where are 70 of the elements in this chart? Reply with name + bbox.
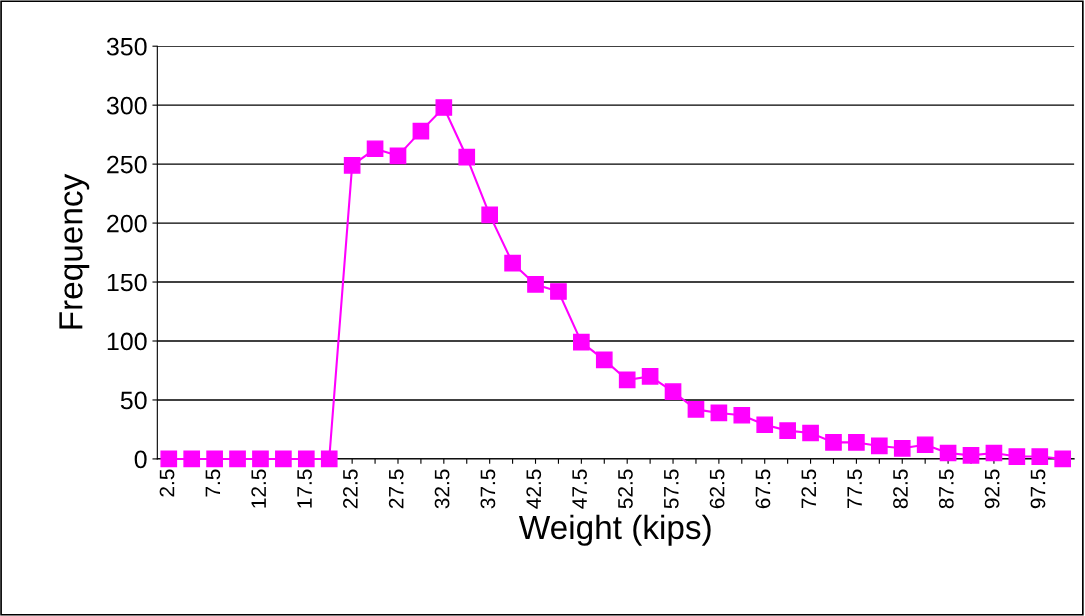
x-tick-label: 22.5 <box>342 469 358 509</box>
x-tick-label: 67.5 <box>755 469 771 509</box>
x-tick-label: 92.5 <box>984 469 1000 509</box>
x-tick-label: 77.5 <box>847 469 862 509</box>
point <box>206 450 223 468</box>
point <box>985 444 1003 462</box>
x-tick-label: 62.5 <box>709 469 725 509</box>
x-tick-label: 2.5 <box>159 469 175 497</box>
point <box>343 156 361 174</box>
point <box>389 147 407 165</box>
point <box>595 351 613 369</box>
x-tick-label: 97.5 <box>1030 469 1046 509</box>
x-tick-label: 7.5 <box>205 469 221 497</box>
point <box>893 439 911 457</box>
point <box>870 437 888 455</box>
point <box>481 206 499 224</box>
point <box>412 122 430 140</box>
x-tick-label: 47.5 <box>572 469 587 509</box>
point <box>320 450 338 468</box>
y-tick-label: 100 <box>107 332 147 351</box>
point <box>664 383 682 401</box>
point <box>916 436 934 454</box>
x-tick-label: 27.5 <box>388 469 404 509</box>
point <box>687 401 705 418</box>
x-tick-label: 52.5 <box>618 469 633 509</box>
point <box>297 450 315 468</box>
y-tick-label: 300 <box>106 96 147 115</box>
point <box>756 416 774 434</box>
point <box>252 450 269 468</box>
point <box>527 276 544 293</box>
point <box>435 99 453 116</box>
y-tick-label: 150 <box>107 273 147 292</box>
point <box>939 444 957 462</box>
point <box>710 404 728 422</box>
x-tick-label: 42.5 <box>526 469 542 509</box>
point <box>229 450 246 468</box>
point <box>1008 448 1026 465</box>
point <box>641 368 659 385</box>
point <box>802 424 819 442</box>
point <box>1031 448 1049 465</box>
point <box>733 406 751 424</box>
point <box>825 434 842 451</box>
x-tick-label: 17.5 <box>297 469 312 508</box>
point <box>504 254 521 272</box>
point <box>1054 450 1072 468</box>
y-tick-label: 350 <box>106 37 147 56</box>
point <box>962 447 980 464</box>
x-axis-title: Weight (kips) <box>518 514 711 546</box>
point <box>848 434 865 451</box>
x-tick-label: 37.5 <box>480 469 496 509</box>
y-tick-label: 50 <box>120 391 147 410</box>
y-tick-label: 200 <box>107 214 147 233</box>
x-tick-label: 12.5 <box>251 469 267 508</box>
x-tick-label: 87.5 <box>938 469 954 509</box>
point <box>618 371 636 389</box>
x-tick-label: 82.5 <box>893 469 908 509</box>
point <box>779 422 796 439</box>
x-tick-label: 57.5 <box>664 469 679 509</box>
point <box>550 283 567 300</box>
point <box>183 450 201 468</box>
y-tick-label: 0 <box>134 450 147 469</box>
point <box>160 450 178 468</box>
y-tick-label: 250 <box>107 155 147 174</box>
x-tick-label: 72.5 <box>801 469 817 509</box>
point <box>573 333 590 351</box>
point <box>366 140 384 158</box>
y-axis-title: Frequency <box>59 173 90 329</box>
point <box>458 148 476 166</box>
x-tick-label: 32.5 <box>434 469 450 509</box>
point <box>275 450 292 468</box>
